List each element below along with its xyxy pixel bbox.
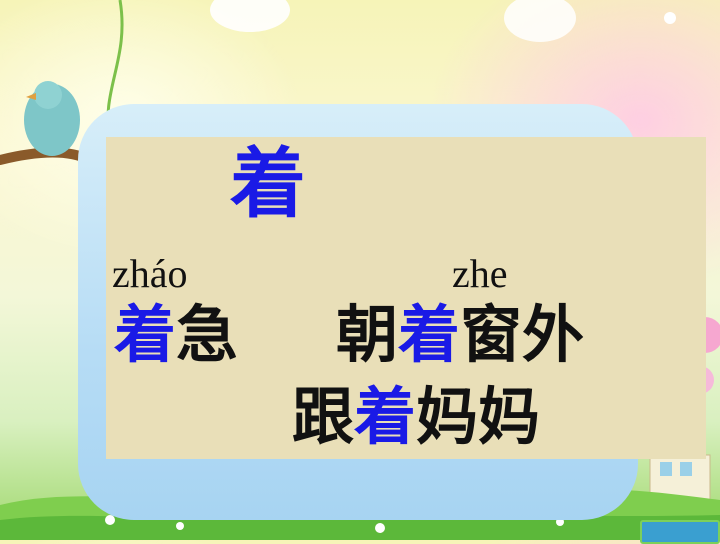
flower-icon [210, 0, 290, 32]
word-part: 妈妈 [416, 380, 541, 453]
word-part: 朝 [336, 298, 399, 371]
bird-icon [24, 84, 80, 156]
house-icon [649, 454, 711, 506]
content-panel [106, 137, 706, 459]
pinyin-zhe: zhe [452, 251, 508, 296]
word-chaozhe-chuangwai: 朝着窗外 [336, 304, 584, 366]
word-part: 跟 [292, 380, 355, 453]
word-part: 窗外 [460, 298, 585, 371]
word-part: 着 [114, 298, 177, 371]
word-part: 着 [354, 380, 417, 453]
logo-badge [640, 520, 720, 544]
pinyin-zhao: zháo [112, 251, 188, 296]
word-part: 着 [398, 298, 461, 371]
word-genzhe-mama: 跟着妈妈 [292, 386, 540, 448]
word-part: 急 [176, 298, 239, 371]
main-character: 着 [230, 139, 306, 228]
word-zhaoji: 着急 [114, 304, 238, 366]
